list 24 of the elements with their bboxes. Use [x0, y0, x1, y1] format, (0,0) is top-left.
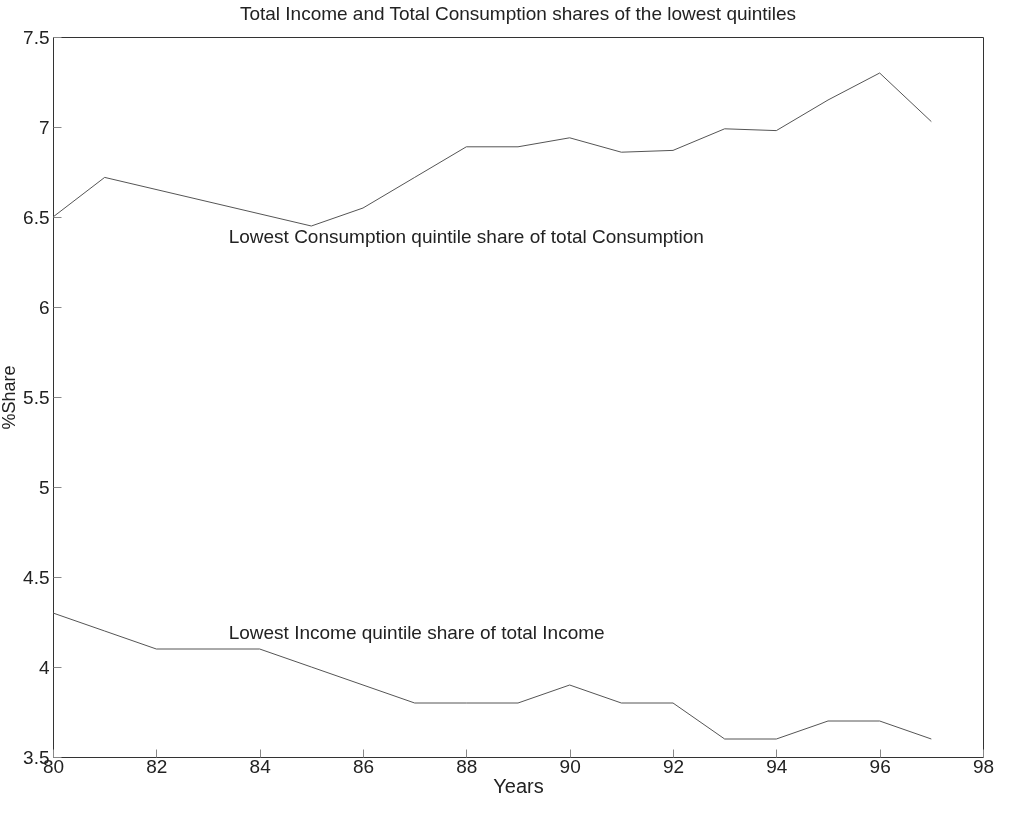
line-series	[52, 612, 932, 740]
y-tick-label: 7	[38, 116, 50, 138]
x-tick-label: 84	[249, 755, 272, 777]
x-tick-label: 98	[972, 755, 995, 777]
chart-title: Total Income and Total Consumption shares of the lowest quintiles	[239, 3, 797, 24]
y-tick-label: 7.5	[23, 26, 50, 48]
y-tick-label: 6.5	[23, 206, 50, 228]
x-tick-label: 92	[662, 755, 685, 777]
x-axis-title: Years	[493, 774, 544, 797]
y-tick-label: 5	[38, 476, 50, 498]
y-axis-title: %Share	[0, 365, 20, 430]
x-tick-label: 96	[869, 755, 891, 777]
y-tick-label: 6	[38, 296, 50, 318]
x-tick-label: 90	[559, 755, 581, 777]
x-tick-label: 88	[456, 755, 478, 777]
series-label: Lowest Consumption quintile share of total Consumption	[228, 226, 704, 247]
y-tick-label: 4	[38, 656, 50, 678]
line-series	[52, 72, 932, 227]
y-tick-label: 5.5	[23, 386, 50, 408]
x-tick-label: 82	[146, 755, 168, 777]
x-tick-label: 94	[766, 755, 788, 777]
y-tick-label: 4.5	[23, 566, 50, 588]
series-label: Lowest Income quintile share of total Income	[228, 622, 605, 643]
x-tick-label: 86	[352, 755, 375, 777]
